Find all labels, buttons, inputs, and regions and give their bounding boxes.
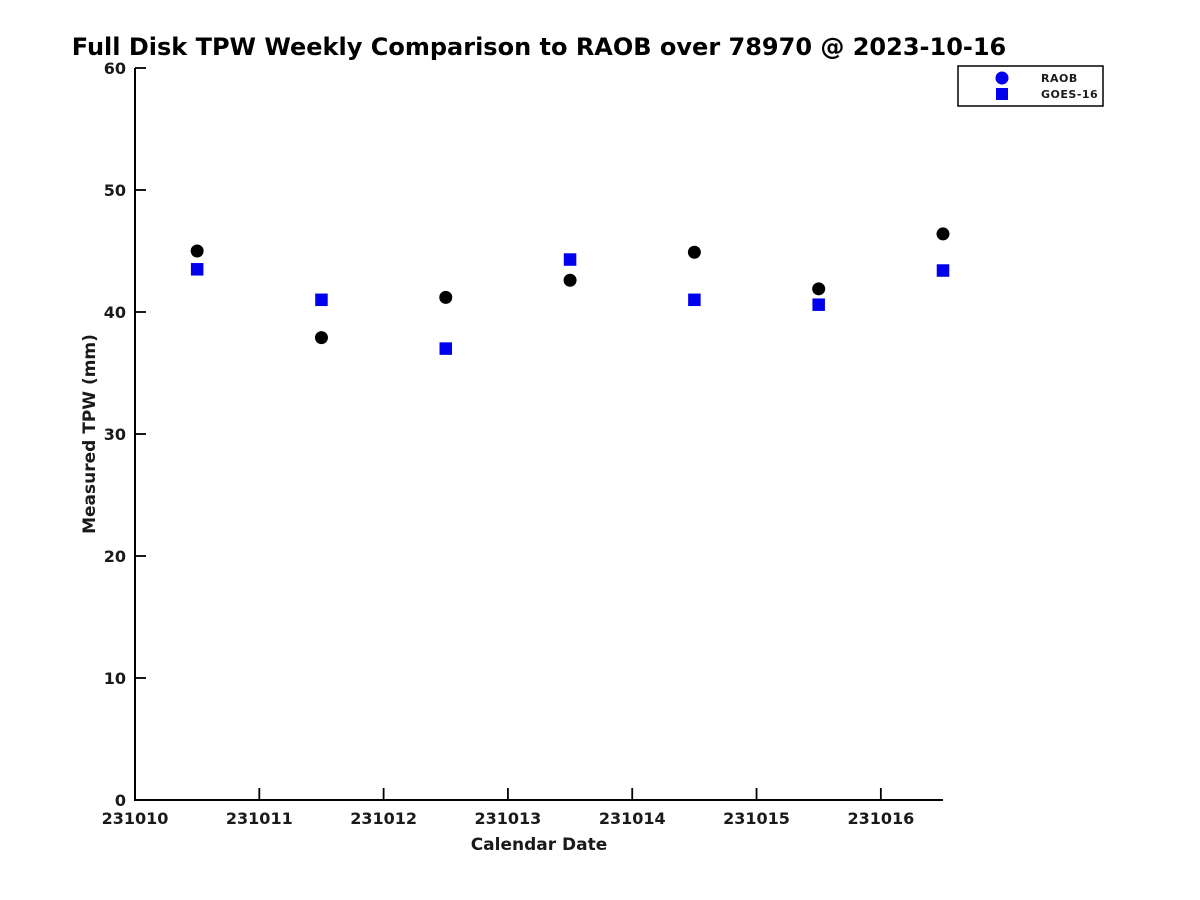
y-tick-label: 60 — [104, 59, 126, 78]
goes16-marker — [936, 264, 950, 277]
goes16-marker — [812, 298, 825, 311]
y-tick-label: 40 — [104, 303, 126, 322]
x-axis-label: Calendar Date — [471, 835, 608, 855]
goes16-marker — [439, 342, 453, 355]
legend-goes16-label: GOES-16 — [1041, 88, 1098, 101]
y-tick-label: 20 — [104, 547, 126, 566]
goes16-marker — [315, 293, 328, 307]
y-axis-label: Measured TPW (mm) — [80, 334, 100, 534]
x-tick-label: 231012 — [350, 809, 417, 828]
chart-title: Full Disk TPW Weekly Comparison to RAOB … — [72, 33, 1007, 61]
goes16-marker — [190, 263, 204, 276]
x-axis-ticks: 231010 231011 231012 231013 231014 231015 2310… — [102, 788, 914, 828]
goes16-marker — [688, 293, 701, 307]
legend-raob-circle-icon — [995, 71, 1009, 85]
raob-marker — [936, 227, 950, 241]
x-tick-label: 231015 — [723, 809, 790, 828]
raob-marker — [439, 290, 453, 304]
raob-marker — [314, 331, 328, 345]
raob-marker — [812, 282, 826, 296]
x-tick-label: 231011 — [226, 809, 293, 828]
raob-marker — [190, 244, 204, 258]
legend: RAOB GOES-16 — [957, 65, 1104, 107]
raob-marker — [687, 245, 701, 259]
legend-box — [957, 65, 1104, 107]
x-tick-label: 231010 — [102, 809, 169, 828]
x-tick-label: 231014 — [599, 809, 666, 828]
y-tick-label: 10 — [104, 669, 126, 688]
y-tick-label: 50 — [104, 181, 126, 200]
axes-spines — [134, 68, 943, 801]
legend-raob-label: RAOB — [1041, 72, 1078, 85]
y-tick-label: 30 — [104, 425, 126, 444]
y-axis-ticks: 0 10 20 30 40 50 60 — [104, 59, 146, 810]
x-tick-label: 231013 — [475, 809, 542, 828]
x-tick-label: 231016 — [847, 809, 914, 828]
raob-marker — [563, 273, 577, 287]
legend-goes16-square-icon — [996, 88, 1008, 100]
y-tick-label: 0 — [115, 791, 126, 810]
goes16-marker — [563, 253, 577, 266]
series-markers — [190, 227, 950, 355]
